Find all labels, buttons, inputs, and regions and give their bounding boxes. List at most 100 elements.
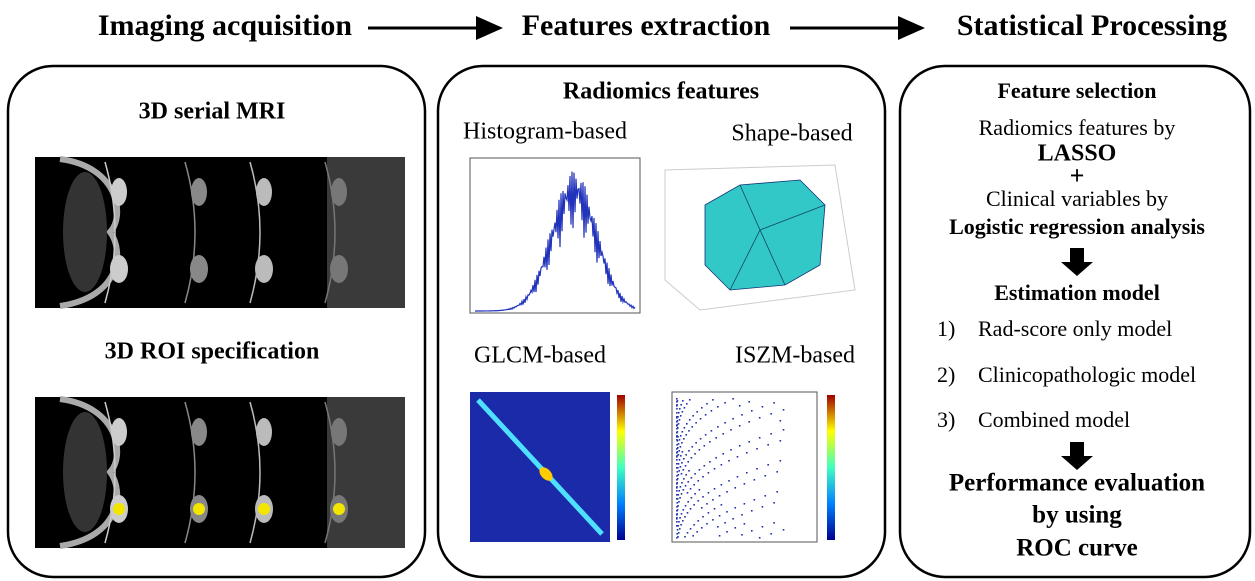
decoration [679, 466, 682, 468]
decoration [676, 494, 678, 496]
decoration [732, 418, 734, 420]
decoration [258, 503, 270, 515]
panel [898, 64, 1252, 579]
decoration [741, 414, 743, 416]
decoration [676, 478, 679, 480]
decoration [324, 161, 336, 304]
decoration [732, 518, 734, 520]
text: Clinical variables by [986, 186, 1168, 211]
decoration [732, 398, 734, 400]
decoration [678, 459, 681, 461]
decoration [700, 527, 703, 529]
decoration [758, 417, 761, 419]
decoration [748, 441, 751, 443]
decoration [700, 407, 703, 409]
decoration [676, 436, 678, 438]
decoration [693, 524, 695, 526]
decoration [773, 522, 775, 524]
decoration [679, 435, 682, 437]
decoration [676, 518, 678, 520]
decoration [713, 488, 716, 490]
decoration [692, 415, 694, 417]
decoration [682, 489, 685, 491]
feature-label: Histogram-based [463, 119, 627, 145]
decoration [745, 472, 748, 474]
down-arrow [1061, 442, 1093, 470]
decoration [704, 434, 707, 436]
decoration [758, 437, 761, 439]
decoration [767, 464, 769, 466]
decoration [691, 426, 694, 428]
decoration [782, 529, 785, 531]
decoration [741, 534, 743, 536]
decoration [191, 418, 207, 446]
decoration [720, 484, 723, 486]
decoration [707, 512, 710, 514]
decoration [773, 502, 775, 504]
decoration [782, 429, 785, 431]
decoration [703, 465, 706, 467]
decoration [690, 497, 693, 499]
decoration [682, 509, 685, 511]
decoration [676, 435, 678, 437]
decoration [684, 516, 686, 518]
text: + [1070, 161, 1085, 190]
decoration [717, 426, 719, 428]
decoration [676, 529, 679, 531]
decoration [730, 449, 732, 451]
decoration [709, 441, 711, 443]
decoration [734, 487, 737, 489]
decoration [676, 400, 679, 402]
decoration [677, 412, 680, 414]
decoration [692, 535, 694, 537]
decoration [767, 444, 769, 446]
decoration [700, 507, 703, 509]
decoration [678, 528, 681, 530]
decoration [679, 455, 682, 457]
list-item: Rad-score only model [978, 316, 1172, 341]
decoration [682, 469, 685, 471]
decoration [681, 442, 683, 444]
decoration [694, 453, 696, 455]
decoration [715, 437, 717, 439]
decoration [678, 439, 681, 441]
decoration [697, 480, 700, 482]
decoration [689, 488, 692, 490]
decoration [724, 422, 726, 424]
decoration [684, 536, 686, 538]
decoration [779, 420, 782, 422]
feature-label: GLCM-based [474, 343, 606, 369]
decoration [679, 497, 681, 499]
decoration [734, 507, 737, 509]
decoration [676, 487, 678, 489]
mri-strip [35, 156, 405, 309]
decoration [688, 419, 691, 421]
decoration [718, 495, 721, 497]
decoration [677, 454, 680, 456]
decoration [676, 525, 678, 527]
decoration [724, 522, 726, 524]
decoration [676, 510, 678, 512]
section-title: Feature selection [997, 78, 1156, 103]
decoration [678, 490, 681, 492]
decoration [676, 412, 678, 414]
decoration [782, 409, 785, 411]
decoration [707, 472, 710, 474]
decoration [743, 483, 746, 485]
decoration [677, 474, 680, 476]
decoration [704, 414, 707, 416]
decoration [63, 412, 107, 532]
decoration [676, 439, 678, 441]
panel-title: Radiomics features [563, 79, 759, 105]
decoration [676, 486, 678, 488]
decoration [703, 445, 706, 447]
decoration [676, 502, 679, 504]
decoration [676, 405, 678, 407]
decoration [682, 400, 684, 402]
feature-label: ISZM-based [735, 343, 855, 369]
decoration [677, 423, 680, 425]
decoration [684, 465, 687, 467]
decoration [333, 503, 345, 515]
decoration [764, 475, 767, 477]
decoration [764, 495, 767, 497]
